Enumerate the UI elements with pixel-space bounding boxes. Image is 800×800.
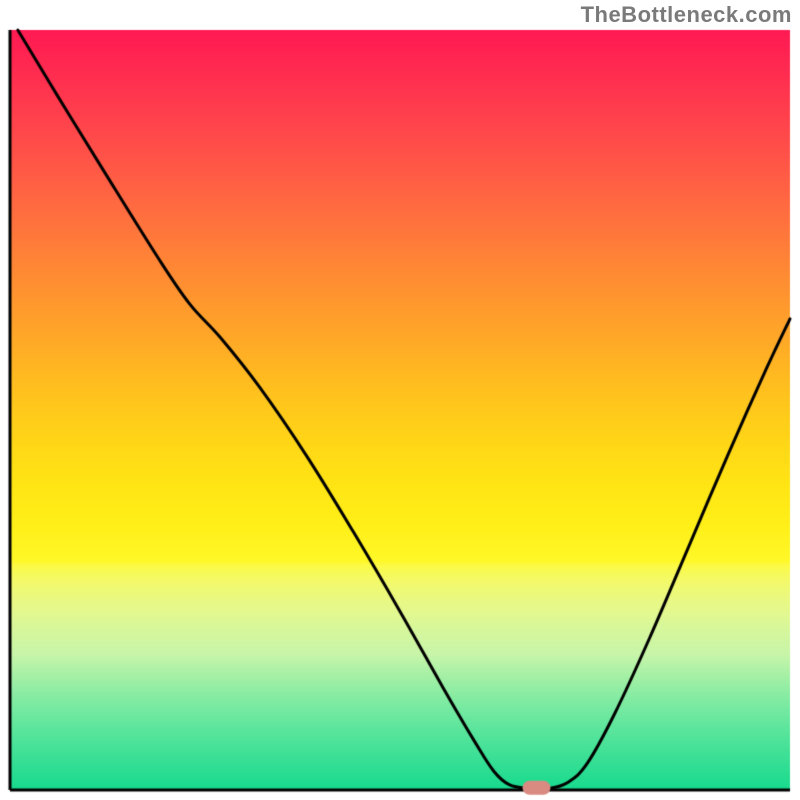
chart-container: TheBottleneck.com	[0, 0, 800, 800]
watermark-text: TheBottleneck.com	[581, 2, 792, 28]
bottleneck-curve-canvas	[0, 0, 800, 800]
